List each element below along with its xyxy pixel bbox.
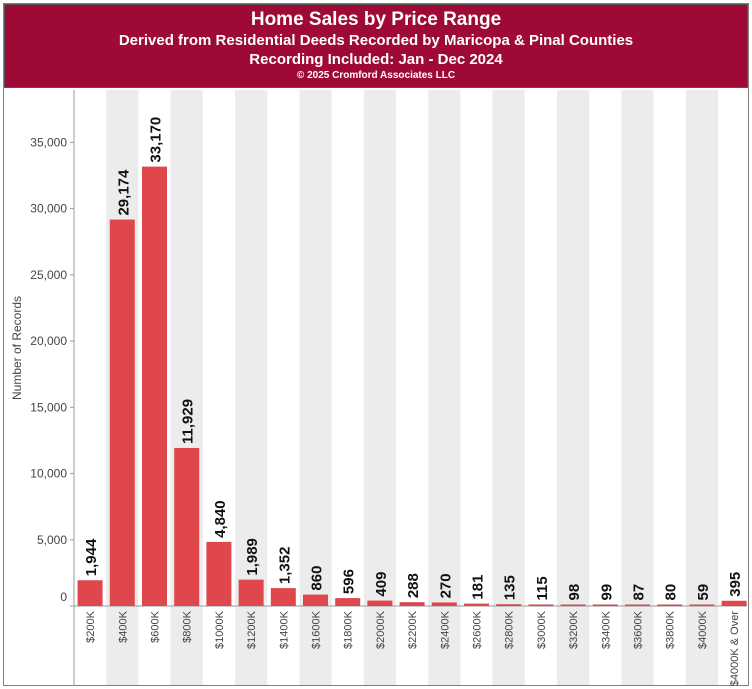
copyright-notice: © 2025 Cromford Associates LLC: [296, 70, 456, 81]
bar-value-label: 80: [663, 584, 680, 601]
bar: [721, 600, 747, 606]
column-band: [685, 90, 718, 685]
column-band: [428, 90, 461, 685]
column-band: [363, 90, 396, 685]
bar: [303, 594, 328, 606]
bar: [689, 604, 715, 606]
x-tick-label: $2000K: [375, 610, 387, 649]
bar-value-label: 115: [534, 576, 551, 600]
bar-value-label: 288: [405, 573, 422, 598]
bar-value-label: 1,989: [244, 538, 261, 576]
column-band: [299, 90, 332, 685]
bar: [528, 604, 554, 606]
bar: [335, 598, 361, 606]
x-tick-label: $1000K: [214, 610, 226, 649]
bar: [399, 602, 425, 606]
y-tick-label: 5,000: [37, 533, 67, 547]
bar: [238, 579, 264, 606]
x-tick-label: $4000K: [697, 610, 709, 649]
x-tick-label: $3600K: [633, 610, 645, 649]
bar: [142, 166, 167, 606]
bar-value-label: 181: [470, 575, 487, 600]
y-tick-label: 30,000: [30, 202, 67, 216]
x-tick-label: $1800K: [343, 610, 355, 649]
chart-frame: [3, 3, 749, 686]
bar: [560, 604, 586, 606]
bar: [496, 604, 522, 606]
y-axis-title: Number of Records: [10, 296, 24, 400]
bar-value-label: 59: [695, 584, 712, 601]
x-tick-label: $3200K: [568, 610, 580, 649]
column-band: [492, 90, 525, 685]
x-tick-label: $600K: [150, 610, 162, 642]
y-tick-label: 25,000: [30, 268, 67, 282]
bar-value-label: 11,929: [180, 399, 197, 444]
column-band: [557, 90, 590, 685]
bar-value-label: 135: [502, 575, 519, 600]
bar: [464, 603, 489, 606]
bar: [174, 447, 200, 606]
bar: [77, 580, 103, 606]
x-tick-label: $2200K: [407, 610, 419, 649]
bar: [206, 541, 232, 606]
x-tick-label: $3400K: [600, 610, 612, 649]
x-tick-label: $2800K: [504, 610, 516, 649]
bar-value-label: 860: [309, 566, 326, 591]
bar: [431, 602, 457, 606]
bar-value-label: 395: [727, 572, 744, 597]
chart-subtitle-source: Derived from Residential Deeds Recorded …: [118, 32, 634, 49]
x-tick-label: $3000K: [536, 610, 548, 649]
y-tick-label: 35,000: [30, 135, 67, 149]
bar-value-label: 99: [598, 584, 615, 601]
bar-value-label: 1,944: [83, 538, 100, 576]
bar-value-label: 409: [373, 572, 390, 597]
bar: [367, 600, 393, 606]
bar-value-label: 1,352: [276, 547, 293, 585]
x-tick-label: $800K: [182, 610, 194, 642]
bar: [270, 588, 296, 606]
y-tick-label: 10,000: [30, 467, 67, 481]
x-tick-label: $4000K & Over: [729, 611, 741, 687]
bar-value-label: 98: [566, 584, 583, 601]
chart-header: Home Sales by Price Range Derived from R…: [4, 4, 748, 88]
x-tick-label: $2600K: [472, 610, 484, 649]
bar: [625, 604, 650, 606]
column-band: [621, 90, 654, 685]
bar-value-label: 29,174: [115, 169, 132, 216]
x-tick-label: $2400K: [439, 610, 451, 649]
y-tick-label: 0: [60, 590, 67, 604]
bar-value-label: 33,170: [148, 117, 165, 163]
bar-value-label: 270: [437, 573, 454, 598]
bar-value-label: 87: [631, 584, 648, 601]
y-tick-label: 15,000: [30, 400, 67, 414]
chart-title: Home Sales by Price Range: [250, 9, 502, 30]
x-tick-label: $400K: [117, 610, 129, 642]
bar-value-label: 596: [341, 569, 358, 594]
y-tick-label: 20,000: [30, 334, 67, 348]
bar: [592, 604, 618, 606]
x-tick-label: $1200K: [246, 610, 258, 649]
x-tick-label: $1400K: [278, 610, 290, 649]
bar: [109, 219, 135, 606]
x-tick-label: $200K: [85, 610, 97, 642]
bar: [657, 604, 683, 606]
bar-value-label: 4,840: [212, 500, 229, 538]
x-tick-label: $1600K: [311, 610, 323, 649]
chart-subtitle-period: Recording Included: Jan - Dec 2024: [249, 51, 503, 68]
x-tick-label: $3800K: [665, 610, 677, 649]
